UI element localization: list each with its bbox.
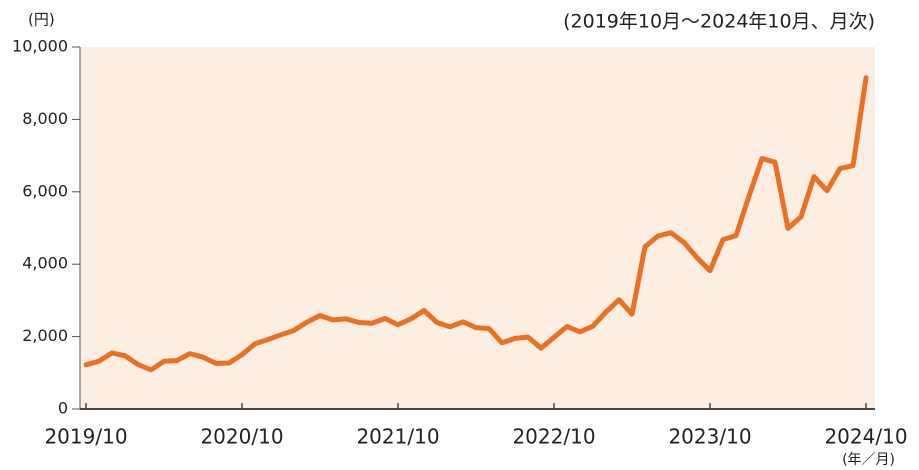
y-tick-label: 2,000 [22, 326, 68, 345]
y-tick-label: 0 [58, 399, 68, 418]
x-tick-label: 2022/10 [512, 425, 595, 449]
y-tick-label: 10,000 [12, 37, 68, 56]
chart-title: (2019年10月〜2024年10月、月次) [563, 11, 875, 33]
x-tick-label: 2024/10 [824, 425, 907, 449]
y-tick-label: 6,000 [22, 181, 68, 200]
y-tick-label: 4,000 [22, 254, 68, 273]
x-tick-label: 2023/10 [668, 425, 751, 449]
line-series [83, 75, 869, 373]
y-unit: (円) [28, 11, 55, 29]
x-tick-label: 2020/10 [200, 425, 283, 449]
y-tick-label: 8,000 [22, 109, 68, 128]
x-unit: (年／月) [842, 452, 895, 468]
plot-background [80, 47, 875, 409]
x-tick-label: 2021/10 [356, 425, 439, 449]
x-tick-label: 2019/10 [44, 425, 127, 449]
